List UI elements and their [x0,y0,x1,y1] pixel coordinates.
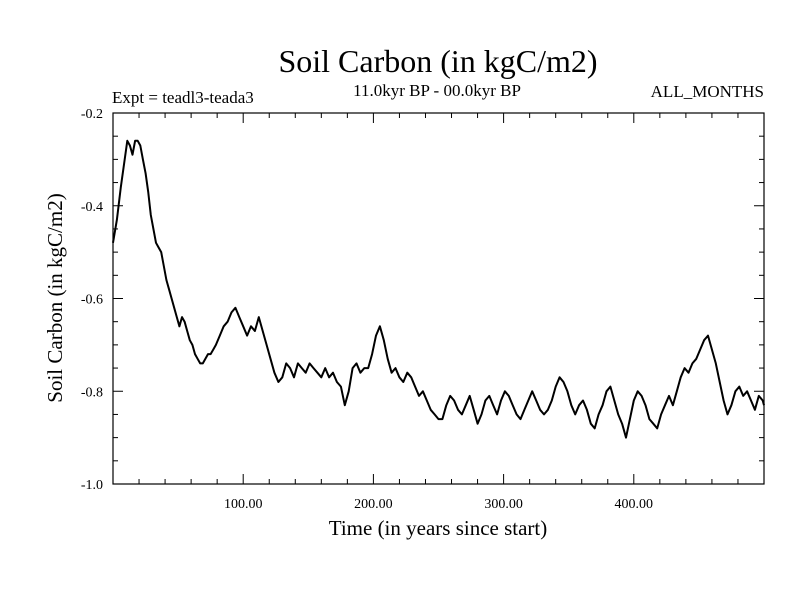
y-axis-tick-labels: -1.0 -0.8 -0.6 -0.4 -0.2 [81,107,103,493]
x-tick-label: 300.00 [484,497,523,512]
season-label: ALL_MONTHS [651,82,764,101]
experiment-label: Expt = teadl3-teada3 [112,88,254,107]
y-tick-label: -1.0 [81,478,103,493]
y-tick-label: -0.8 [81,385,103,400]
period-label: 11.0kyr BP - 00.0kyr BP [353,81,521,100]
x-tick-label: 200.00 [354,497,393,512]
y-tick-label: -0.6 [81,293,103,308]
x-tick-label: 400.00 [615,497,654,512]
x-axis-ticks [138,113,739,484]
x-tick-label: 100.00 [224,497,263,512]
y-axis-title: Soil Carbon (in kgC/m2) [43,193,67,402]
chart-title: Soil Carbon (in kgC/m2) [278,43,597,79]
plot-frame [112,112,765,485]
x-axis-tick-labels: 100.00 200.00 300.00 400.00 [224,497,653,512]
y-tick-label: -0.4 [81,200,103,215]
x-axis-title: Time (in years since start) [329,516,548,540]
y-tick-label: -0.2 [81,107,103,122]
series-line-soil-carbon [112,139,765,439]
y-axis-ticks [113,112,764,485]
